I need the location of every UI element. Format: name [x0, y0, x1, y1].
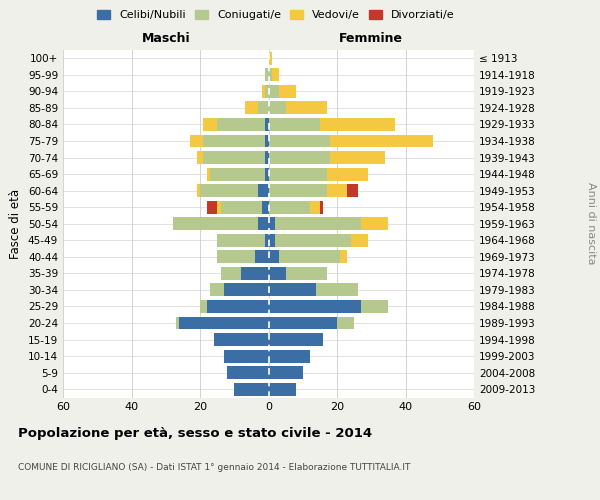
Bar [207, 200, 217, 213]
Bar [320, 200, 323, 213]
Bar [330, 151, 385, 164]
Bar [217, 118, 265, 131]
Bar [269, 383, 296, 396]
Bar [327, 184, 347, 197]
Bar [269, 284, 316, 296]
Bar [197, 184, 200, 197]
Bar [176, 316, 179, 330]
Bar [200, 300, 207, 313]
Bar [361, 218, 388, 230]
Bar [173, 218, 258, 230]
Bar [269, 250, 279, 264]
Bar [203, 151, 265, 164]
Bar [269, 151, 330, 164]
Text: Femmine: Femmine [339, 32, 403, 45]
Bar [227, 366, 269, 379]
Bar [221, 200, 262, 213]
Bar [269, 85, 279, 98]
Bar [210, 168, 265, 180]
Bar [217, 200, 221, 213]
Bar [190, 134, 203, 147]
Bar [279, 250, 340, 264]
Bar [258, 218, 269, 230]
Bar [275, 218, 361, 230]
Bar [269, 316, 337, 330]
Bar [269, 267, 286, 280]
Bar [265, 85, 269, 98]
Bar [200, 184, 258, 197]
Bar [269, 168, 327, 180]
Bar [179, 316, 269, 330]
Bar [210, 284, 224, 296]
Bar [262, 200, 269, 213]
Bar [258, 184, 269, 197]
Bar [269, 184, 327, 197]
Bar [197, 151, 203, 164]
Bar [279, 85, 296, 98]
Bar [269, 234, 275, 247]
Text: Popolazione per età, sesso e stato civile - 2014: Popolazione per età, sesso e stato civil… [18, 428, 372, 440]
Bar [221, 267, 241, 280]
Bar [217, 234, 265, 247]
Bar [275, 234, 351, 247]
Bar [269, 333, 323, 346]
Bar [337, 316, 354, 330]
Bar [361, 300, 388, 313]
Bar [265, 234, 269, 247]
Bar [286, 267, 327, 280]
Bar [316, 284, 358, 296]
Bar [269, 200, 310, 213]
Y-axis label: Fasce di età: Fasce di età [10, 188, 22, 259]
Bar [262, 85, 265, 98]
Bar [330, 134, 433, 147]
Bar [255, 250, 269, 264]
Bar [269, 350, 310, 362]
Bar [269, 366, 303, 379]
Bar [265, 134, 269, 147]
Bar [258, 102, 269, 114]
Bar [269, 134, 330, 147]
Bar [269, 118, 320, 131]
Text: Maschi: Maschi [142, 32, 190, 45]
Bar [269, 300, 361, 313]
Bar [217, 250, 255, 264]
Legend: Celibi/Nubili, Coniugati/e, Vedovi/e, Divorziati/e: Celibi/Nubili, Coniugati/e, Vedovi/e, Di… [93, 6, 459, 25]
Bar [214, 333, 269, 346]
Bar [203, 134, 265, 147]
Text: Anni di nascita: Anni di nascita [586, 182, 596, 265]
Bar [272, 68, 279, 82]
Bar [245, 102, 258, 114]
Bar [347, 184, 358, 197]
Bar [327, 168, 368, 180]
Bar [207, 168, 210, 180]
Bar [265, 68, 269, 82]
Bar [269, 68, 272, 82]
Bar [286, 102, 327, 114]
Bar [224, 350, 269, 362]
Bar [269, 52, 272, 64]
Bar [269, 102, 286, 114]
Bar [265, 168, 269, 180]
Bar [234, 383, 269, 396]
Bar [265, 151, 269, 164]
Bar [310, 200, 320, 213]
Bar [265, 118, 269, 131]
Bar [241, 267, 269, 280]
Bar [340, 250, 347, 264]
Text: COMUNE DI RICIGLIANO (SA) - Dati ISTAT 1° gennaio 2014 - Elaborazione TUTTITALIA: COMUNE DI RICIGLIANO (SA) - Dati ISTAT 1… [18, 462, 410, 471]
Bar [207, 300, 269, 313]
Bar [203, 118, 217, 131]
Bar [320, 118, 395, 131]
Bar [350, 234, 368, 247]
Bar [269, 218, 275, 230]
Bar [224, 284, 269, 296]
